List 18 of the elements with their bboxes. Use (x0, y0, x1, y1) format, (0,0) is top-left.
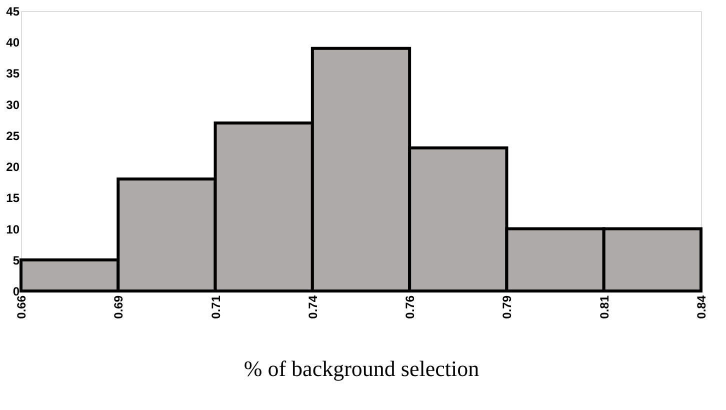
y-tick-label: 25 (6, 128, 20, 143)
x-tick-label: 0.71 (208, 295, 223, 319)
y-tick-label: 5 (12, 253, 20, 268)
y-tick-label: 40 (6, 36, 20, 50)
x-tick-label: 0.76 (403, 295, 418, 319)
y-tick-label: 30 (6, 98, 20, 112)
y-tick-label: 10 (6, 222, 20, 236)
x-tick-label: 0.66 (14, 295, 28, 319)
x-axis-title: % of background selection (244, 356, 480, 381)
y-tick-label: 15 (6, 191, 20, 206)
y-tick-label: 35 (6, 66, 20, 81)
x-tick-label: 0.69 (112, 295, 126, 319)
y-tick-label: 20 (6, 160, 20, 174)
x-tick-label: 0.74 (306, 295, 320, 319)
y-tick-label: 45 (6, 4, 20, 18)
x-tick-label: 0.84 (694, 295, 708, 319)
x-tick-label: 0.81 (597, 295, 612, 319)
x-tick-label: 0.79 (500, 295, 514, 319)
